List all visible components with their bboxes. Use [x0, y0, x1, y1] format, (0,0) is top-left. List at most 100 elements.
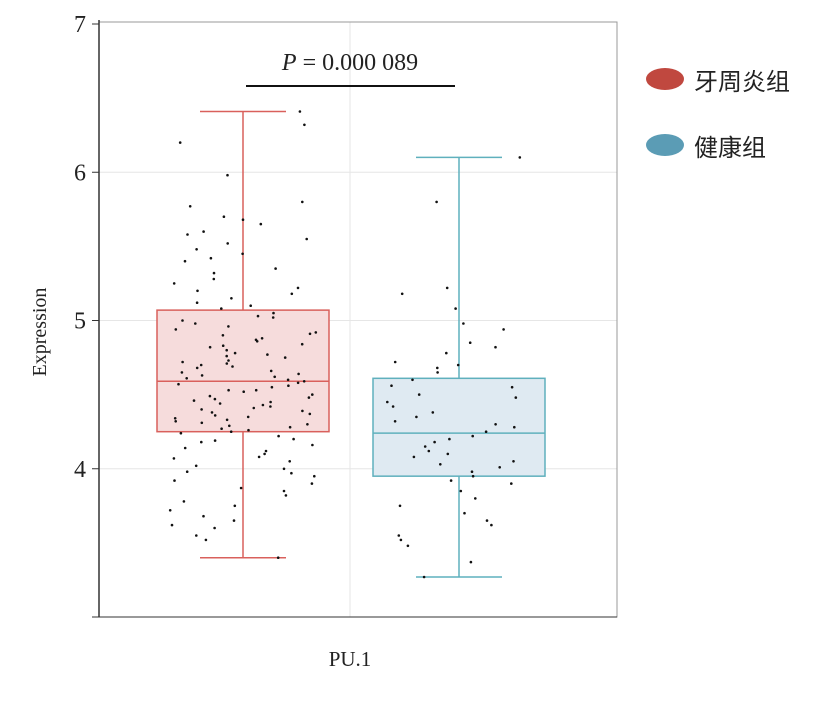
data-point — [220, 307, 223, 310]
data-point — [221, 344, 225, 348]
data-point — [288, 460, 292, 463]
data-point — [391, 405, 395, 408]
y-tick-label: 6 — [74, 160, 86, 186]
legend-label: 健康组 — [694, 133, 766, 162]
data-point — [204, 538, 208, 542]
data-point — [209, 256, 213, 260]
data-point — [177, 382, 180, 386]
data-point — [172, 282, 176, 285]
data-point — [185, 377, 188, 380]
data-point — [274, 267, 277, 270]
legend-label: 牙周炎组 — [694, 67, 790, 96]
data-point — [510, 385, 514, 389]
data-point — [397, 534, 401, 537]
data-point — [225, 362, 229, 365]
data-point — [494, 345, 497, 349]
data-point — [308, 412, 312, 416]
data-point — [195, 301, 199, 305]
data-point — [422, 575, 426, 579]
data-point — [439, 463, 442, 466]
y-tick-label: 4 — [74, 457, 86, 483]
data-point — [298, 110, 302, 113]
data-point — [202, 230, 205, 233]
data-point — [393, 420, 397, 423]
box-iqr — [156, 309, 330, 433]
data-point — [287, 384, 290, 388]
data-point — [241, 218, 245, 221]
data-point — [229, 430, 233, 434]
data-point — [490, 523, 493, 527]
data-point — [272, 311, 275, 315]
data-point — [195, 366, 199, 370]
data-point — [208, 345, 212, 349]
data-point — [226, 173, 229, 177]
data-point — [269, 405, 272, 408]
data-point — [314, 331, 318, 334]
data-point — [431, 411, 435, 414]
data-point — [183, 259, 187, 263]
data-point — [188, 205, 192, 208]
data-point — [259, 222, 263, 226]
data-point — [261, 403, 265, 407]
data-point — [400, 292, 404, 296]
data-point — [470, 470, 474, 474]
data-point — [200, 408, 203, 411]
data-point — [471, 434, 475, 438]
data-point — [313, 474, 316, 478]
data-point — [485, 519, 489, 522]
data-point — [290, 471, 293, 475]
data-point — [513, 425, 516, 429]
data-point — [241, 252, 244, 256]
data-point — [174, 420, 177, 423]
data-point — [233, 351, 237, 355]
data-point — [168, 509, 172, 512]
data-point — [271, 316, 275, 319]
data-point — [220, 427, 223, 431]
data-point — [311, 393, 314, 396]
data-point — [399, 538, 403, 542]
data-point — [290, 292, 294, 296]
box-1 — [372, 156, 546, 578]
data-point — [445, 351, 448, 355]
data-point — [435, 200, 438, 204]
data-point — [212, 277, 216, 281]
data-point — [269, 369, 273, 373]
y-ticks: 4 5 6 7 — [74, 12, 99, 618]
data-point — [208, 394, 212, 398]
data-point — [386, 400, 389, 404]
data-point — [445, 286, 449, 290]
data-point — [182, 500, 186, 503]
data-point — [284, 494, 288, 497]
data-point — [200, 440, 203, 444]
data-point — [183, 446, 187, 450]
data-point — [249, 304, 252, 308]
data-point — [254, 338, 258, 342]
data-point — [252, 406, 256, 410]
data-point — [301, 200, 304, 204]
data-point — [194, 322, 197, 325]
data-point — [192, 399, 196, 402]
y-tick-label: 7 — [74, 12, 86, 38]
data-point — [212, 271, 216, 275]
data-point — [202, 514, 205, 518]
data-point — [427, 449, 431, 453]
p-value-annotation: P = 0.000 089 — [281, 50, 418, 76]
data-point — [242, 390, 245, 394]
data-point — [446, 452, 450, 456]
data-point — [225, 348, 228, 352]
data-point — [270, 385, 274, 389]
data-point — [296, 381, 300, 385]
data-point — [454, 307, 457, 310]
data-point — [181, 319, 184, 322]
data-point — [436, 371, 439, 374]
box-0 — [156, 110, 330, 559]
data-point — [257, 455, 261, 459]
data-point — [174, 328, 178, 331]
data-point — [200, 421, 204, 425]
data-point — [390, 384, 393, 388]
data-point — [282, 467, 286, 471]
data-point — [456, 363, 460, 367]
data-point — [308, 332, 312, 336]
data-point — [398, 504, 402, 508]
